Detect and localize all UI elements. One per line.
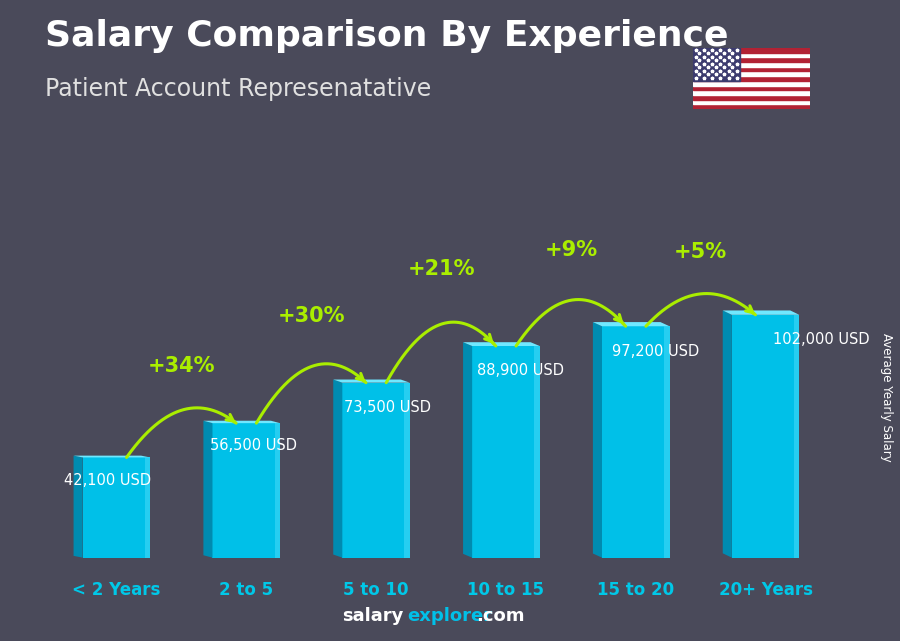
- Polygon shape: [723, 310, 732, 558]
- Text: .com: .com: [476, 607, 525, 625]
- Bar: [693, 67, 810, 72]
- Polygon shape: [464, 342, 472, 558]
- Bar: [693, 95, 810, 99]
- Text: Salary Comparison By Experience: Salary Comparison By Experience: [45, 19, 728, 53]
- Bar: [693, 99, 810, 104]
- Polygon shape: [593, 322, 602, 558]
- Text: 73,500 USD: 73,500 USD: [344, 401, 430, 415]
- Polygon shape: [472, 346, 540, 558]
- Text: Patient Account Represenatative: Patient Account Represenatative: [45, 77, 431, 101]
- Polygon shape: [74, 456, 83, 558]
- Polygon shape: [145, 458, 150, 558]
- Text: 5 to 10: 5 to 10: [343, 581, 409, 599]
- Polygon shape: [342, 383, 410, 558]
- Polygon shape: [732, 315, 799, 558]
- Polygon shape: [593, 322, 670, 326]
- Text: +34%: +34%: [148, 356, 215, 376]
- Polygon shape: [464, 342, 540, 346]
- Polygon shape: [333, 379, 342, 558]
- Text: +9%: +9%: [544, 240, 598, 260]
- Text: 20+ Years: 20+ Years: [718, 581, 813, 599]
- Text: 56,500 USD: 56,500 USD: [210, 438, 297, 453]
- Text: Average Yearly Salary: Average Yearly Salary: [880, 333, 893, 462]
- Text: explorer: explorer: [407, 607, 492, 625]
- Text: < 2 Years: < 2 Years: [72, 581, 160, 599]
- Bar: [693, 81, 810, 85]
- Bar: [693, 53, 810, 58]
- Text: 102,000 USD: 102,000 USD: [773, 331, 870, 347]
- Text: salary: salary: [342, 607, 403, 625]
- Polygon shape: [535, 346, 540, 558]
- Bar: [693, 72, 810, 76]
- Polygon shape: [203, 420, 212, 558]
- Polygon shape: [333, 379, 410, 383]
- Polygon shape: [203, 420, 280, 423]
- Polygon shape: [794, 315, 799, 558]
- Text: 2 to 5: 2 to 5: [220, 581, 274, 599]
- Polygon shape: [212, 423, 280, 558]
- Bar: [693, 58, 810, 62]
- Text: +5%: +5%: [674, 242, 727, 262]
- Text: 10 to 15: 10 to 15: [467, 581, 544, 599]
- Bar: [693, 48, 740, 81]
- Bar: [693, 48, 810, 53]
- Text: 15 to 20: 15 to 20: [598, 581, 674, 599]
- Bar: [693, 85, 810, 90]
- Polygon shape: [602, 326, 670, 558]
- Polygon shape: [723, 310, 799, 315]
- Text: 42,100 USD: 42,100 USD: [65, 473, 151, 488]
- Polygon shape: [274, 423, 280, 558]
- Polygon shape: [664, 326, 670, 558]
- Text: +30%: +30%: [277, 306, 345, 326]
- Text: 97,200 USD: 97,200 USD: [612, 344, 699, 359]
- Bar: [693, 90, 810, 95]
- Polygon shape: [83, 458, 150, 558]
- Bar: [693, 62, 810, 67]
- Text: +21%: +21%: [407, 260, 475, 279]
- Text: 88,900 USD: 88,900 USD: [477, 363, 564, 378]
- Polygon shape: [74, 456, 150, 458]
- Bar: [693, 76, 810, 81]
- Polygon shape: [404, 383, 410, 558]
- Bar: [693, 104, 810, 109]
